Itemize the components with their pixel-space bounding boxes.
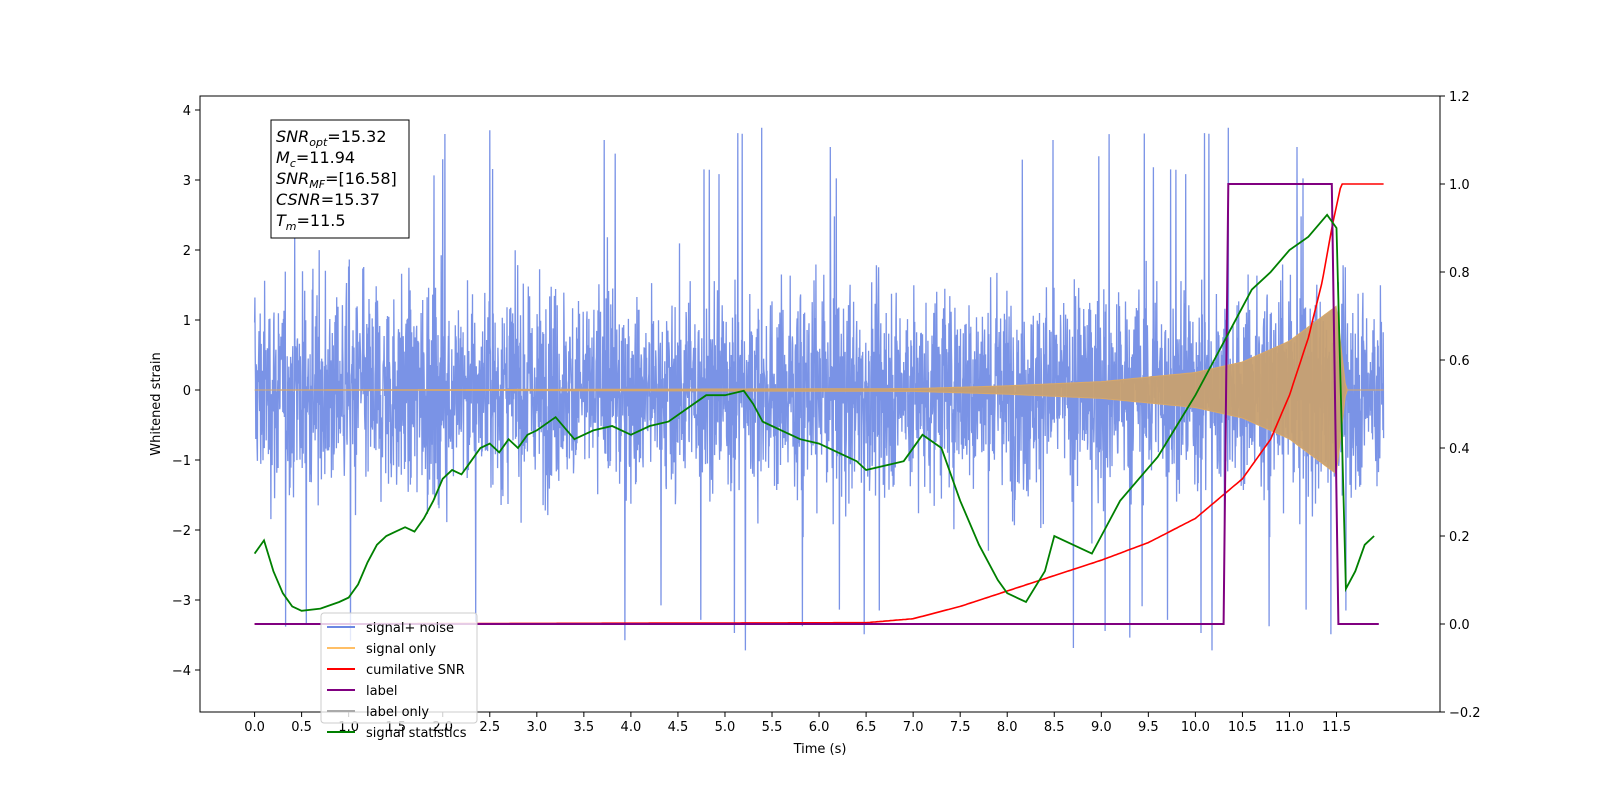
- info-line: CSNR=15.37: [276, 190, 380, 209]
- info-box: SNRopt=15.32Mc=11.94SNRMF=[16.58]CSNR=15…: [270, 119, 410, 239]
- info-line-symbol: M: [276, 148, 290, 167]
- info-line-value: =15.32: [327, 127, 386, 146]
- legend-label: cumilative SNR: [366, 663, 465, 678]
- x-tick-label: 1.5: [385, 720, 406, 735]
- y-tick-left-label: 4: [183, 104, 191, 119]
- info-line-symbol: SNR: [276, 127, 309, 146]
- series-signal-only-area: [254, 305, 1384, 475]
- x-tick-label: 10.0: [1181, 720, 1210, 735]
- info-line-symbol: T: [276, 211, 287, 230]
- x-tick-label: 3.5: [574, 720, 595, 735]
- x-tick-label: 7.0: [903, 720, 924, 735]
- info-line-subscript: MF: [309, 178, 325, 191]
- info-line-symbol: CSNR: [276, 190, 321, 209]
- series-label-line: [254, 183, 1379, 625]
- y-tick-left-label: −2: [172, 524, 191, 539]
- y-tick-left-label: 2: [183, 244, 191, 259]
- legend-label: signal+ noise: [366, 621, 454, 636]
- info-line-value: =15.37: [321, 190, 380, 209]
- x-tick-label: 2.5: [479, 720, 500, 735]
- x-tick-label: 11.0: [1275, 720, 1304, 735]
- y-axis-label: Whitened strain: [149, 352, 164, 455]
- y-tick-right-label: 0.6: [1449, 354, 1470, 369]
- x-tick-label: 9.0: [1091, 720, 1112, 735]
- legend-label: label: [366, 684, 397, 699]
- x-tick-label: 10.5: [1228, 720, 1257, 735]
- x-tick-label: 4.5: [668, 720, 689, 735]
- x-tick-label: 0.0: [244, 720, 265, 735]
- info-line: Mc=11.94: [276, 148, 355, 170]
- series-layer: [253, 127, 1385, 651]
- y-tick-right-label: 0.2: [1449, 530, 1470, 545]
- x-tick-label: 7.5: [950, 720, 971, 735]
- info-line-value: =11.5: [297, 211, 346, 230]
- x-tick-label: 9.5: [1138, 720, 1159, 735]
- y-tick-left-label: −1: [172, 454, 191, 469]
- legend-label: signal statistics: [366, 726, 467, 741]
- y-tick-left-label: 1: [183, 314, 191, 329]
- info-line-symbol: SNR: [276, 169, 309, 188]
- x-tick-label: 6.5: [856, 720, 877, 735]
- x-tick-label: 3.0: [526, 720, 547, 735]
- x-tick-label: 5.0: [715, 720, 736, 735]
- y-tick-left-label: 0: [183, 384, 191, 399]
- x-tick-label: 0.5: [291, 720, 312, 735]
- y-tick-left-label: −3: [172, 594, 191, 609]
- legend-label: signal only: [366, 642, 436, 657]
- info-box-frame: [270, 119, 410, 239]
- y-ticks-left: 4 3 2 1 0 −1 −2 −3 −4: [172, 104, 200, 679]
- x-tick-label: 4.0: [621, 720, 642, 735]
- legend-items: signal+ noise signal only cumilative SNR la…: [327, 621, 467, 741]
- x-ticks: 0.0 0.5 1.0 1.5 2.0 2.5 3.0 3.5 4.0 4.5 5.0 5.5 6.0 6…: [244, 712, 1351, 735]
- legend-frame: [320, 612, 478, 724]
- info-lines: SNRopt=15.32Mc=11.94SNRMF=[16.58]CSNR=15…: [276, 127, 397, 233]
- info-line: SNRMF=[16.58]: [276, 169, 397, 191]
- info-line-subscript: opt: [309, 136, 328, 149]
- x-tick-label: 5.5: [762, 720, 783, 735]
- x-tick-label: 2.0: [432, 720, 453, 735]
- info-line-value: =[16.58]: [325, 169, 397, 188]
- info-line: SNRopt=15.32: [276, 127, 387, 149]
- series-signal-statistics-line: [253, 213, 1375, 612]
- x-axis-label: Time (s): [793, 742, 847, 757]
- x-tick-label: 11.5: [1322, 720, 1351, 735]
- info-line-value: =11.94: [296, 148, 355, 167]
- x-tick-label: 8.5: [1044, 720, 1065, 735]
- y-tick-left-label: −4: [172, 664, 191, 679]
- info-line: Tm=11.5: [276, 211, 346, 233]
- info-line-subscript: c: [290, 157, 296, 170]
- y-tick-right-label: 1.2: [1449, 90, 1470, 105]
- plot-frame: [199, 95, 1441, 713]
- y-tick-left-label: 3: [183, 174, 191, 189]
- x-tick-label: 8.0: [997, 720, 1018, 735]
- y-tick-right-label: 1.0: [1449, 178, 1470, 193]
- legend: signal+ noise signal only cumilative SNR la…: [320, 612, 478, 741]
- x-tick-label: 6.0: [809, 720, 830, 735]
- y-tick-right-label: 0.8: [1449, 266, 1470, 281]
- y-tick-right-label: 0.4: [1449, 442, 1470, 457]
- legend-label: label only: [366, 705, 429, 720]
- info-line-subscript: m: [286, 220, 297, 233]
- y-tick-right-label: −0.2: [1449, 706, 1481, 721]
- y-ticks-right: 1.2 1.0 0.8 0.6 0.4 0.2 0.0 −0.2: [1440, 90, 1481, 721]
- y-tick-right-label: 0.0: [1449, 618, 1470, 633]
